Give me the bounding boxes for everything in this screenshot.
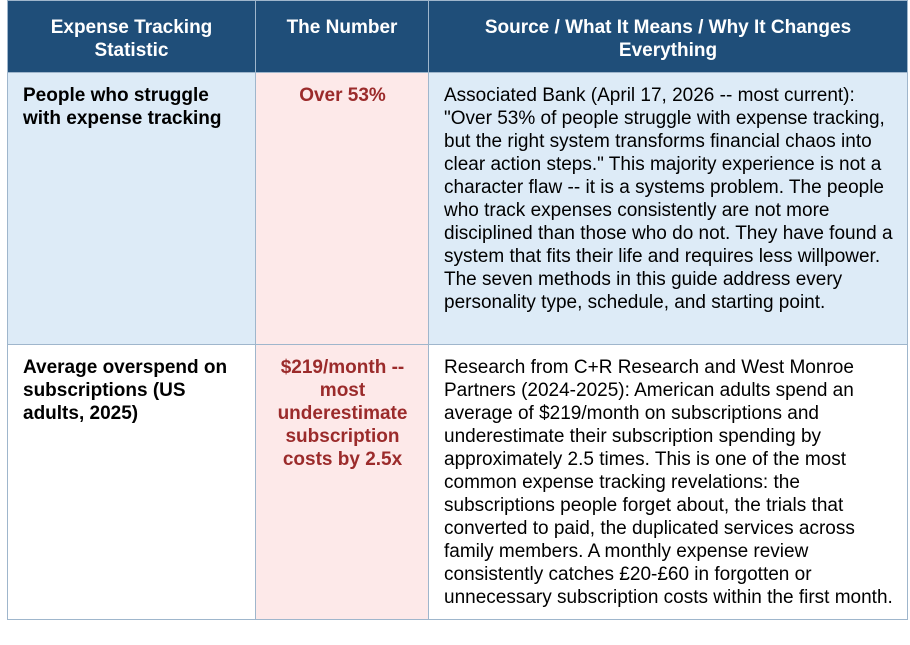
statistic-cell: Average overspend on subscriptions (US a… [7,344,256,620]
source-cell: Associated Bank (April 17, 2026 -- most … [428,72,908,345]
stats-table: Expense Tracking Statistic The Number So… [7,0,908,620]
header-cell: Expense Tracking Statistic [7,0,256,73]
number-cell: $219/month -- most underestimate subscri… [255,344,429,620]
header-cell: Source / What It Means / Why It Changes … [428,0,908,73]
header-cell: The Number [255,0,429,73]
source-cell: Research from C+R Research and West Monr… [428,344,908,620]
header-row: Expense Tracking Statistic The Number So… [7,0,908,73]
statistic-cell: People who struggle with expense trackin… [7,72,256,345]
table-row: Average overspend on subscriptions (US a… [7,344,908,620]
table-row: People who struggle with expense trackin… [7,72,908,345]
number-cell: Over 53% [255,72,429,345]
